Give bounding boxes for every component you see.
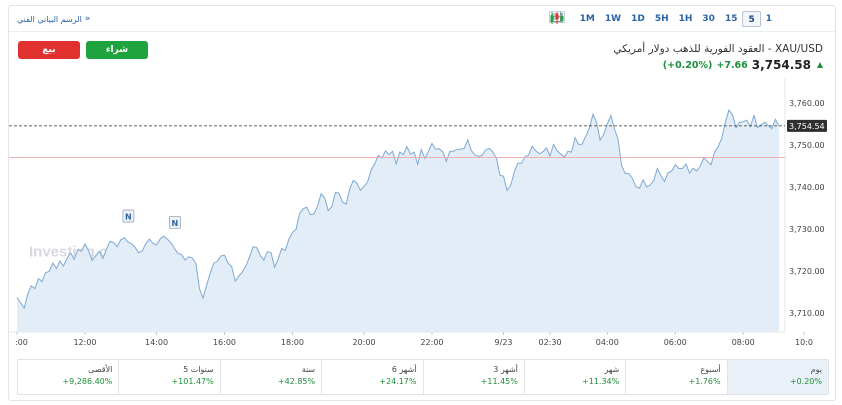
last-price-label-bg — [787, 119, 827, 132]
buy-button[interactable]: شراء — [86, 41, 148, 59]
performance-cell[interactable]: سنة +42.85% — [219, 360, 321, 394]
timeframe-5-button[interactable]: 5 — [742, 11, 761, 27]
price-chart[interactable]: Investing.com3,760.003,750.003,740.003,7… — [9, 78, 835, 350]
x-tick-label: 16:00 — [213, 338, 236, 347]
candlestick-icon[interactable] — [550, 11, 825, 27]
chart-widget: الرسم البياني الفني » 1M 1W 1D 5H 1H 30 15 5 1 ب… — [8, 5, 836, 401]
performance-row: يوم +0.20% أسبوع +1.76% شهر +11.34% 3 أشهر +11.… — [17, 359, 829, 395]
timeframe-1m-button[interactable]: 1M — [579, 14, 595, 24]
chart-toolbar: الرسم البياني الفني » 1M 1W 1D 5H 1H 30 15 5 1 — [9, 6, 835, 32]
performance-value: +42.85% — [277, 377, 316, 386]
x-tick-label: 12:00 — [73, 338, 96, 347]
timeframe-5h-button[interactable]: 5H — [654, 14, 669, 24]
performance-cell[interactable]: 5 سنوات +101.47% — [118, 360, 219, 394]
performance-value: +9,286.40% — [62, 377, 113, 386]
x-tick-label: 20:00 — [352, 338, 375, 347]
price-change: +7.66 — [716, 59, 748, 71]
arrow-up-icon — [817, 62, 823, 68]
x-tick-label: 02:30 — [539, 338, 562, 347]
performance-value: +0.20% — [789, 377, 822, 386]
x-tick-label: 08:00 — [732, 338, 755, 347]
x-tick-label: 22:00 — [420, 338, 443, 347]
price-change-pct: (+0.20%) — [662, 59, 713, 71]
performance-cell[interactable]: 3 أشهر +11.45% — [422, 360, 524, 394]
y-tick-label: 3,730.00 — [789, 225, 825, 234]
timeframe-selector: 1M 1W 1D 5H 1H 30 15 5 1 — [548, 11, 829, 27]
performance-value: +24.17% — [379, 377, 417, 386]
instrument-title: XAU/USD - العقود الفورية للذهب دولار أمر… — [613, 43, 823, 55]
x-tick-label: 9/23 — [495, 338, 513, 347]
area-chart-icon[interactable] — [548, 11, 799, 27]
performance-cell[interactable]: يوم +0.20% — [726, 360, 828, 394]
performance-value: +1.76% — [688, 377, 721, 386]
timeframe-1h-button[interactable]: 1H — [678, 14, 693, 24]
performance-label: شهر — [604, 365, 620, 374]
advanced-chart-label: الرسم البياني الفني — [17, 14, 82, 24]
news-marker-label: N — [125, 213, 132, 222]
x-tick-label: 06:00 — [664, 338, 687, 347]
y-tick-label: 3,720.00 — [789, 267, 825, 276]
performance-cell[interactable]: شهر +11.34% — [523, 360, 625, 394]
last-price: 3,754.58 — [751, 58, 811, 72]
news-marker — [169, 215, 181, 229]
timeframe-15-button[interactable]: 15 — [724, 14, 738, 24]
performance-cell[interactable]: الأقصى +9,286.40% — [18, 360, 118, 394]
performance-label: 5 سنوات — [183, 365, 214, 374]
price-area — [17, 110, 779, 332]
y-tick-label: 3,760.00 — [789, 99, 825, 108]
chevron-right-icon: » — [84, 14, 91, 24]
performance-cell[interactable]: أسبوع +1.76% — [625, 360, 726, 394]
x-tick-label: :00 — [15, 338, 28, 347]
performance-label: 6 أشهر — [391, 365, 417, 374]
news-marker-label: N — [172, 219, 179, 228]
performance-label: يوم — [810, 365, 822, 374]
last-price-label: 3,754.54 — [789, 122, 825, 131]
x-tick-label: 14:00 — [145, 338, 168, 347]
y-tick-label: 3,750.00 — [789, 141, 825, 150]
performance-value: +11.45% — [480, 377, 518, 386]
performance-label: سنة — [301, 365, 316, 374]
price-chart-svg: Investing.com3,760.003,750.003,740.003,7… — [9, 78, 827, 347]
performance-value: +11.34% — [582, 377, 620, 386]
performance-value: +101.47% — [171, 377, 214, 386]
y-tick-label: 3,710.00 — [789, 309, 825, 318]
price-row: (+0.20%) +7.66 3,754.58 — [663, 58, 823, 72]
price-line — [16, 109, 780, 310]
y-tick-label: 3,740.00 — [789, 183, 825, 192]
timeframe-1-button[interactable]: 1 — [765, 14, 772, 24]
performance-cell[interactable]: 6 أشهر +24.17% — [321, 360, 422, 394]
x-tick-label: 10:0 — [795, 338, 813, 347]
timeframe-30-button[interactable]: 30 — [702, 14, 715, 24]
performance-label: أسبوع — [700, 365, 721, 374]
sell-button[interactable]: بيع — [18, 41, 80, 59]
timeframe-1d-button[interactable]: 1D — [631, 14, 645, 24]
performance-label: الأقصى — [88, 365, 113, 374]
x-tick-label: 04:00 — [596, 338, 619, 347]
x-tick-label: 18:00 — [281, 338, 304, 347]
performance-label: 3 أشهر — [493, 365, 518, 374]
news-marker — [122, 209, 135, 223]
timeframe-1w-button[interactable]: 1W — [604, 14, 622, 24]
advanced-chart-link[interactable]: الرسم البياني الفني » — [17, 14, 90, 24]
